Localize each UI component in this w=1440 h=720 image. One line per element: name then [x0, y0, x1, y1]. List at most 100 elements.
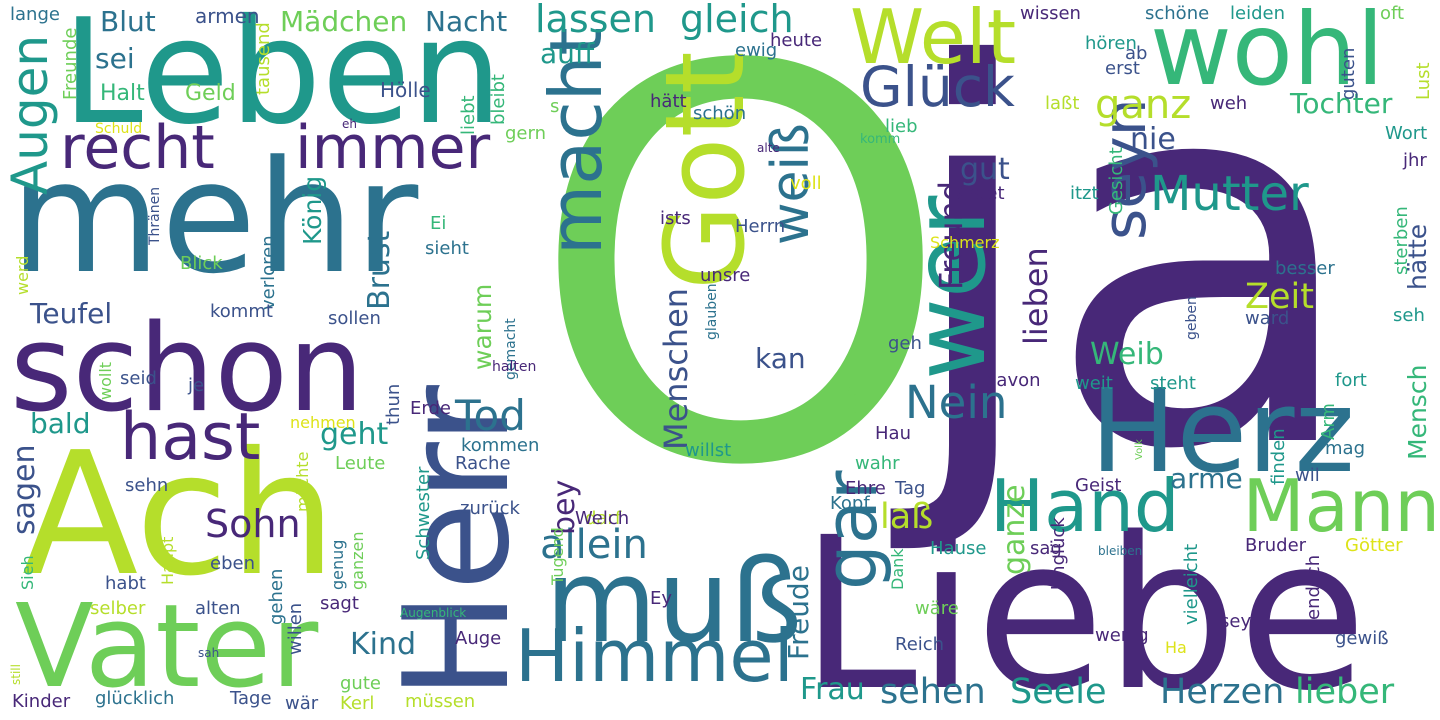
- word-brust: Brust: [362, 230, 397, 310]
- word-gott: Gott: [641, 51, 769, 290]
- word-gut: gut: [960, 152, 1010, 187]
- word-moechte: möchte: [293, 451, 312, 512]
- word-voll: voll: [790, 173, 822, 194]
- word-waere: wäre: [915, 598, 959, 619]
- word-nein: Nein: [905, 376, 1008, 429]
- word-wenig: wenig: [1095, 625, 1149, 646]
- word-herzen: Herzen: [1160, 672, 1285, 712]
- word-gesicht: Gesicht: [1106, 147, 1127, 215]
- word-zurueck: zurück: [460, 498, 520, 519]
- word-schoene: schöne: [1145, 3, 1210, 24]
- word-willst: willst: [685, 440, 732, 461]
- word-allein: allein: [540, 522, 648, 568]
- word-kommen: kommen: [461, 435, 540, 456]
- word-sterben: sterben: [1391, 206, 1412, 275]
- word-kerl: Kerl: [340, 693, 375, 714]
- word-haupt: Haupt: [158, 536, 177, 585]
- word-bleiben: bleiben: [1098, 544, 1143, 558]
- word-o: O: [528, 0, 954, 584]
- word-sohn: Sohn: [205, 502, 301, 546]
- word-wissen: wissen: [1020, 3, 1081, 24]
- word-lassen: lassen: [535, 0, 656, 41]
- word-davon: davon: [985, 370, 1041, 391]
- word-heute: heute: [770, 30, 823, 51]
- word-leiden: leiden: [1230, 3, 1285, 24]
- word-auff: auff: [540, 37, 595, 70]
- word-volk: Volk: [1134, 439, 1145, 460]
- word-selber: selber: [90, 598, 146, 619]
- word-mensch: Mensch: [1403, 364, 1432, 460]
- word-arme: arme: [1170, 462, 1243, 495]
- word-eben: eben: [210, 553, 255, 574]
- word-lust: Lust: [1413, 62, 1434, 100]
- word-finden: finden: [1268, 428, 1289, 485]
- word-teufel: Teufel: [30, 297, 113, 330]
- word-sag: sag: [1030, 538, 1062, 559]
- word-habt: habt: [105, 573, 146, 594]
- word-gluecklich: glücklich: [95, 688, 175, 709]
- word-freude: Freude: [782, 565, 815, 660]
- word-ists: ists: [660, 208, 691, 229]
- word-reich: Reich: [895, 634, 945, 655]
- word-leben: Leben: [62, 0, 503, 157]
- word-unsre: unsre: [700, 265, 751, 286]
- word-tugend: Tugend: [548, 527, 567, 585]
- word-erde: Erde: [410, 398, 451, 419]
- word-blut: Blut: [100, 5, 156, 38]
- word-seh: seh: [1393, 305, 1425, 326]
- word-sagen: sagen: [7, 444, 42, 535]
- word-kinder: Kinder: [12, 691, 71, 712]
- word-sollen: sollen: [328, 308, 381, 329]
- word-wollt: wollt: [96, 361, 115, 400]
- word-augen: Augen: [1, 34, 59, 195]
- word-thraenen: Thränen: [147, 186, 163, 245]
- word-hoeren: hören: [1085, 33, 1137, 54]
- word-sieht: sieht: [425, 238, 469, 259]
- word-kommt: kommt: [210, 301, 273, 322]
- word-vielleicht: vielleicht: [1181, 543, 1202, 625]
- word-schon: schon: [10, 300, 365, 439]
- word-glauben: glauben: [704, 283, 720, 340]
- word-schoen: schön: [693, 103, 747, 124]
- word-sieh: Sieh: [18, 555, 37, 590]
- word-rache: Rache: [455, 453, 511, 474]
- word-hoelle: Hölle: [380, 78, 431, 102]
- word-ward: ward: [1245, 308, 1290, 329]
- word-kind: Kind: [350, 627, 417, 662]
- word-hau: Hau: [875, 423, 911, 444]
- word-eh: eh: [342, 117, 357, 131]
- word-liebe: Liebe: [800, 492, 1368, 720]
- word-vater: Vater: [15, 580, 319, 714]
- word-schuld: Schuld: [95, 121, 143, 137]
- word-welch: Welch: [575, 508, 630, 529]
- word-mehr: mehr: [10, 127, 419, 308]
- word-lieb: lieb: [885, 116, 918, 137]
- word-genug: genug: [328, 539, 347, 590]
- word-mann: Mann: [1242, 464, 1440, 548]
- word-ehre: Ehre: [845, 478, 886, 499]
- word-ey: Ey: [650, 588, 673, 609]
- word-kan: kan: [755, 342, 806, 375]
- word-armen: armen: [195, 4, 260, 28]
- word-auge: Auge: [455, 628, 502, 649]
- word-gehen: gehen: [266, 568, 287, 625]
- word-herz: Herz: [1090, 365, 1355, 499]
- word-gewiss: gewiß: [1335, 628, 1389, 649]
- word-willen: willen: [285, 602, 306, 655]
- word-schmerz: Schmerz: [930, 233, 1000, 252]
- word-waer: wär: [285, 693, 319, 714]
- word-welt: Welt: [850, 0, 1017, 81]
- word-ganze: ganze: [997, 484, 1032, 575]
- word-zeit: Zeit: [1245, 277, 1314, 317]
- word-geht: geht: [320, 417, 389, 452]
- word-ei: Ei: [430, 213, 447, 234]
- word-kopf: Kopf: [830, 493, 870, 514]
- word-tausend: tausend: [253, 22, 274, 95]
- word-geben: geben: [1184, 296, 1200, 340]
- word-sah: sah: [198, 646, 220, 660]
- word-verloren: verloren: [258, 235, 279, 310]
- word-glueck: Glück: [860, 55, 1015, 119]
- word-koenig: König: [298, 175, 327, 245]
- word-blick: Blick: [180, 253, 223, 274]
- word-dank: Dank: [888, 548, 907, 590]
